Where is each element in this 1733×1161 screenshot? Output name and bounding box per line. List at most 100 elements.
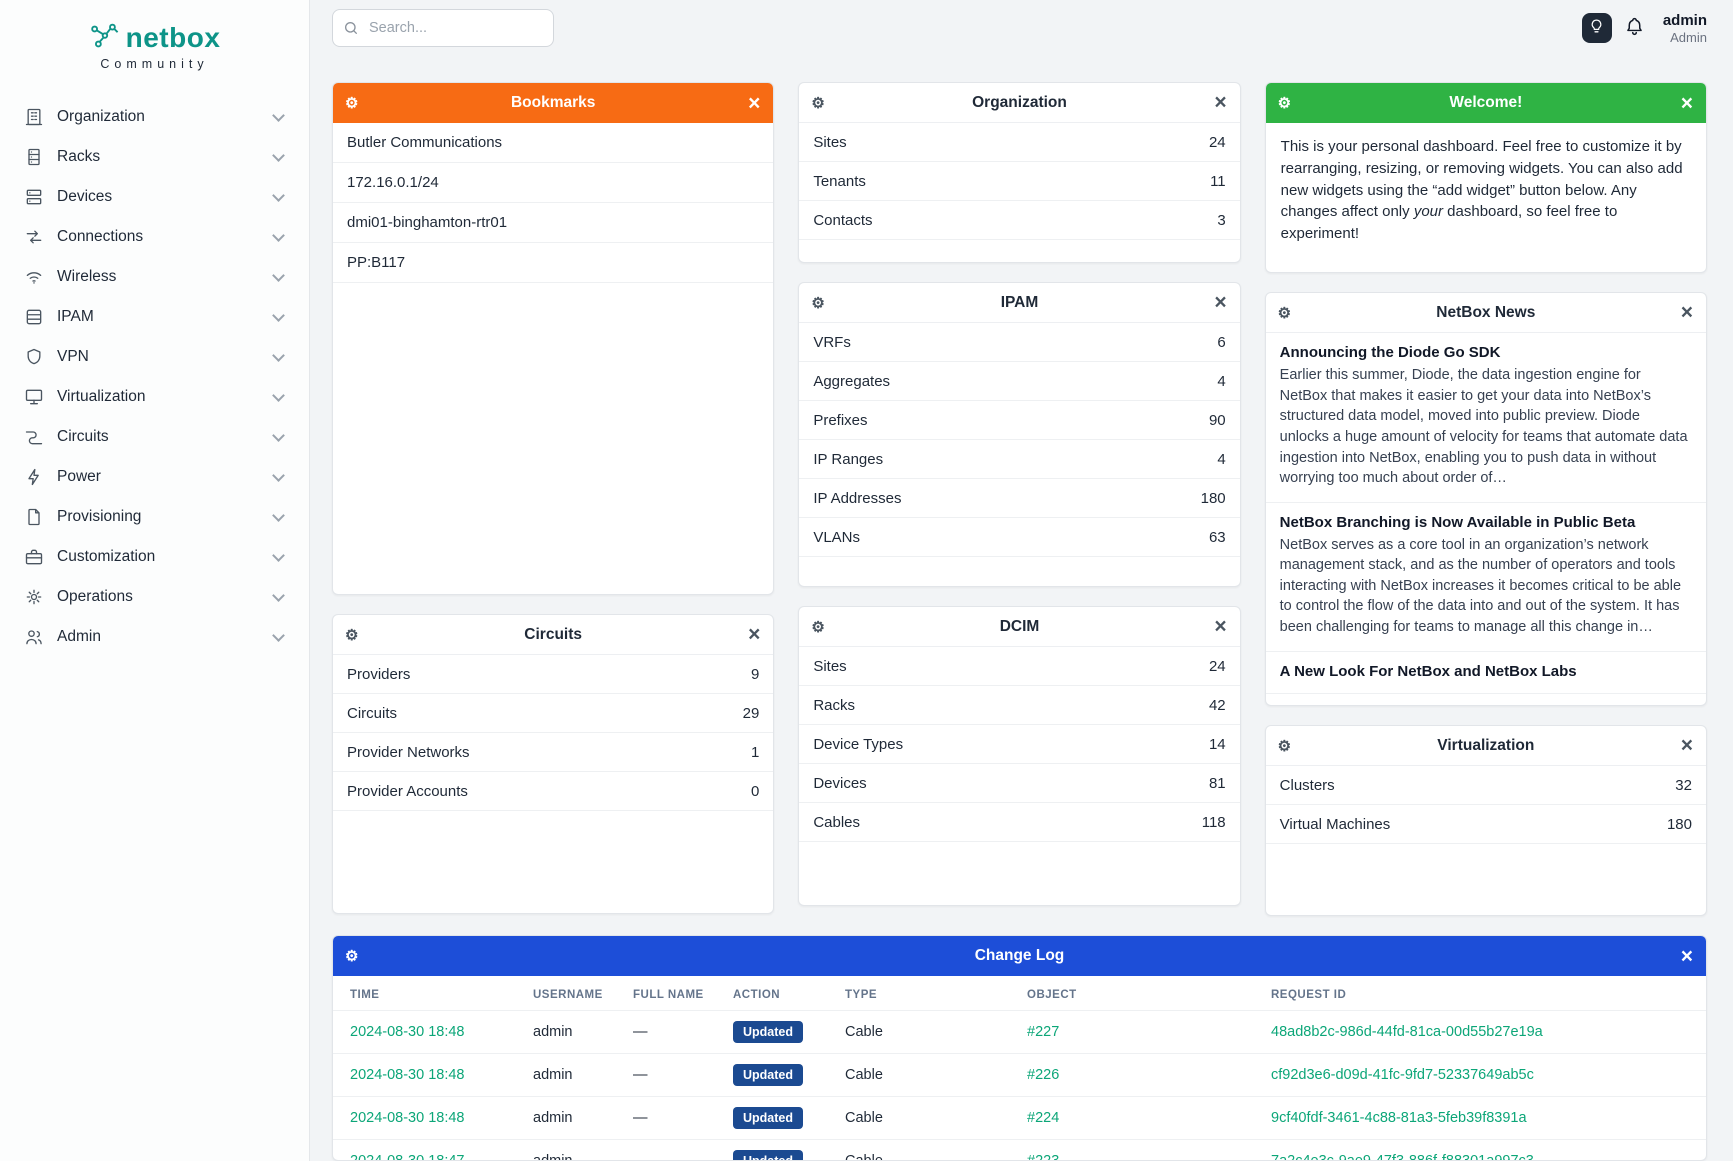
file-icon xyxy=(24,507,44,527)
chevron-down-icon xyxy=(273,551,285,563)
bookmark-item[interactable]: 172.16.0.1/24 xyxy=(333,163,774,204)
sidebar-item-devices[interactable]: Devices xyxy=(0,177,309,217)
stat-row[interactable]: Prefixes 90 xyxy=(799,401,1240,441)
sidebar-item-power[interactable]: Power xyxy=(0,457,309,497)
time-link[interactable]: 2024-08-30 18:48 xyxy=(350,1067,465,1084)
widget-config-icon[interactable]: ⚙ xyxy=(1277,95,1292,113)
sidebar-item-racks[interactable]: Racks xyxy=(0,137,309,177)
stat-row[interactable]: IP Ranges 4 xyxy=(799,440,1240,480)
action-badge: Updated xyxy=(733,1107,803,1130)
sidebar-item-admin[interactable]: Admin xyxy=(0,617,309,657)
bookmark-item[interactable]: Butler Communications xyxy=(333,123,774,164)
time-link[interactable]: 2024-08-30 18:48 xyxy=(350,1024,465,1041)
column-header: TIME xyxy=(333,976,523,1012)
widget-config-icon[interactable]: ⚙ xyxy=(345,626,359,644)
stat-row[interactable]: Cables 118 xyxy=(799,803,1240,843)
close-icon[interactable]: × xyxy=(1680,734,1693,758)
close-icon[interactable]: × xyxy=(1680,301,1693,325)
stat-row[interactable]: Circuits 29 xyxy=(333,694,774,734)
news-item: Announcing the Diode Go SDK Earlier this… xyxy=(1265,333,1706,503)
widget-title: Change Log xyxy=(974,947,1065,965)
sidebar-item-ipam[interactable]: IPAM xyxy=(0,297,309,337)
widget-circuits-header: ⚙ Circuits × xyxy=(333,615,774,656)
close-icon[interactable]: × xyxy=(1680,91,1693,115)
object-link[interactable]: #224 xyxy=(1027,1110,1060,1127)
request-id-link[interactable]: cf92d3e6-d09d-41fc-9fd7-52337649ab5c xyxy=(1271,1067,1534,1084)
sidebar-item-vpn[interactable]: VPN xyxy=(0,337,309,377)
object-link[interactable]: #226 xyxy=(1027,1067,1060,1084)
gear-icon xyxy=(24,587,44,607)
news-headline[interactable]: Announcing the Diode Go SDK xyxy=(1279,344,1501,362)
arrows-exchange-icon xyxy=(24,227,44,247)
stat-row[interactable]: Racks 42 xyxy=(799,686,1240,726)
sidebar-item-provisioning[interactable]: Provisioning xyxy=(0,497,309,537)
request-id-link[interactable]: 9cf40fdf-3461-4c88-81a3-5feb39f8391a xyxy=(1271,1110,1527,1127)
stat-row[interactable]: Devices 81 xyxy=(799,764,1240,804)
close-icon[interactable]: × xyxy=(1680,944,1693,968)
brand-name: netbox xyxy=(125,22,221,53)
stat-row[interactable]: Provider Networks 1 xyxy=(333,733,774,773)
close-icon[interactable]: × xyxy=(1214,291,1227,315)
bookmark-item[interactable]: PP:B117 xyxy=(333,243,774,284)
bookmark-item[interactable]: dmi01-binghamton-rtr01 xyxy=(333,203,774,244)
widget-title: Welcome! xyxy=(1449,94,1523,112)
sidebar-item-operations[interactable]: Operations xyxy=(0,577,309,617)
object-link[interactable]: #223 xyxy=(1027,1153,1059,1160)
notifications-button[interactable] xyxy=(1624,16,1645,40)
widget-config-icon[interactable]: ⚙ xyxy=(811,618,825,636)
chevron-down-icon xyxy=(273,311,285,323)
stat-row[interactable]: Providers 9 xyxy=(333,655,774,695)
sidebar-item-organization[interactable]: Organization xyxy=(0,97,309,137)
widget-config-icon[interactable]: ⚙ xyxy=(1277,737,1292,755)
stat-row[interactable]: Sites 24 xyxy=(799,123,1240,163)
close-icon[interactable]: × xyxy=(748,623,761,647)
widget-config-icon[interactable]: ⚙ xyxy=(1277,304,1292,322)
news-headline[interactable]: A New Look For NetBox and NetBox Labs xyxy=(1279,662,1577,680)
full-name-cell: — xyxy=(623,1096,723,1141)
request-id-link[interactable]: 7a2c4e3c-9ae9-47f3-886f-f88301a997c3 xyxy=(1271,1153,1534,1160)
sidebar-item-customization[interactable]: Customization xyxy=(0,537,309,577)
stat-row[interactable]: VLANs 63 xyxy=(799,518,1240,558)
sidebar-item-virtualization[interactable]: Virtualization xyxy=(0,377,309,417)
theme-toggle-button[interactable] xyxy=(1581,13,1612,44)
widget-title: Organization xyxy=(972,93,1067,111)
grid-list-icon xyxy=(24,307,44,327)
close-icon[interactable]: × xyxy=(1214,91,1227,115)
sidebar-item-circuits[interactable]: Circuits xyxy=(0,417,309,457)
widget-dcim-header: ⚙ DCIM × xyxy=(799,607,1240,648)
stat-row[interactable]: Virtual Machines 180 xyxy=(1265,805,1706,845)
widget-title: IPAM xyxy=(1000,293,1039,311)
server-icon xyxy=(24,187,44,207)
time-link[interactable]: 2024-08-30 18:48 xyxy=(350,1110,465,1127)
username-cell: admin xyxy=(523,1139,623,1160)
stat-row[interactable]: Device Types 14 xyxy=(799,725,1240,765)
sidebar-item-wireless[interactable]: Wireless xyxy=(0,257,309,297)
widget-config-icon[interactable]: ⚙ xyxy=(345,95,359,113)
stat-row[interactable]: Sites 24 xyxy=(799,647,1240,687)
widget-config-icon[interactable]: ⚙ xyxy=(811,294,825,312)
news-headline[interactable]: NetBox Branching is Now Available in Pub… xyxy=(1279,513,1636,531)
brand[interactable]: netbox Community xyxy=(0,14,309,73)
sidebar-item-connections[interactable]: Connections xyxy=(0,217,309,257)
close-icon[interactable]: × xyxy=(1214,615,1227,639)
widget-welcome: ⚙ Welcome! × This is your personal dashb… xyxy=(1264,82,1707,274)
stat-row[interactable]: VRFs 6 xyxy=(799,323,1240,363)
search-input[interactable] xyxy=(332,9,554,48)
request-id-link[interactable]: 48ad8b2c-986d-44fd-81ca-00d55b27e19a xyxy=(1271,1024,1543,1041)
column-header: FULL NAME xyxy=(623,976,723,1012)
widget-config-icon[interactable]: ⚙ xyxy=(345,948,359,966)
search-icon xyxy=(343,20,359,41)
user-menu[interactable]: admin Admin xyxy=(1663,12,1707,45)
stat-row[interactable]: IP Addresses 180 xyxy=(799,479,1240,519)
time-link[interactable]: 2024-08-30 18:47 xyxy=(350,1153,465,1160)
object-link[interactable]: #227 xyxy=(1027,1024,1060,1041)
widget-title: DCIM xyxy=(999,617,1040,635)
close-icon[interactable]: × xyxy=(748,91,761,115)
widget-config-icon[interactable]: ⚙ xyxy=(811,94,825,112)
stat-row[interactable]: Aggregates 4 xyxy=(799,362,1240,402)
stat-row[interactable]: Clusters 32 xyxy=(1265,766,1706,806)
stat-row[interactable]: Provider Accounts 0 xyxy=(333,772,774,812)
sidebar: netbox Community Organization Racks xyxy=(0,0,310,1161)
stat-row[interactable]: Contacts 3 xyxy=(799,201,1240,241)
stat-row[interactable]: Tenants 11 xyxy=(799,162,1240,202)
